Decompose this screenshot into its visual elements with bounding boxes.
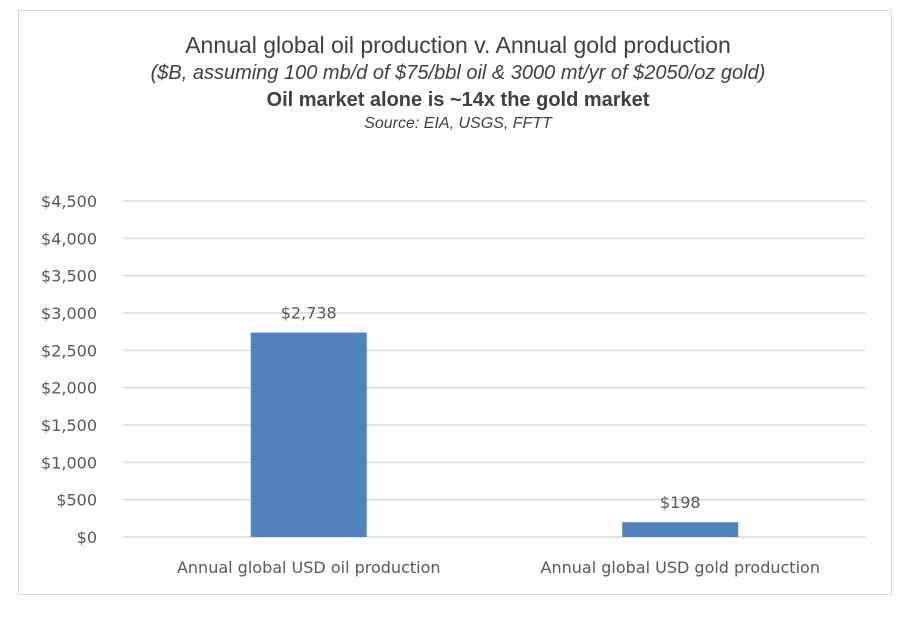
bar — [622, 522, 739, 537]
data-label: $198 — [660, 493, 701, 512]
chart-title: Annual global oil production v. Annual g… — [185, 32, 731, 58]
chart-frame — [18, 10, 892, 595]
chart-titles: Annual global oil production v. Annual g… — [0, 30, 916, 134]
chart-headline: Oil market alone is ~14x the gold market — [266, 89, 650, 111]
y-tick-label: $4,000 — [41, 229, 97, 248]
chart-source: Source: EIA, USGS, FFTT — [364, 115, 552, 132]
y-tick-label: $4,500 — [41, 192, 97, 211]
y-tick-label: $500 — [56, 491, 97, 510]
x-tick-label: Annual global USD oil production — [177, 558, 441, 577]
x-tick-label: Annual global USD gold production — [541, 558, 820, 577]
y-tick-label: $3,000 — [41, 304, 97, 323]
y-tick-label: $2,500 — [41, 341, 97, 360]
y-tick-label: $1,500 — [41, 416, 97, 435]
y-tick-label: $0 — [77, 528, 97, 547]
data-label: $2,738 — [281, 304, 337, 323]
bar — [250, 332, 367, 537]
chart-subtitle: ($B, assuming 100 mb/d of $75/bbl oil & … — [150, 62, 766, 84]
y-tick-label: $2,000 — [41, 379, 97, 398]
y-tick-label: $1,000 — [41, 453, 97, 472]
y-tick-label: $3,500 — [41, 267, 97, 286]
